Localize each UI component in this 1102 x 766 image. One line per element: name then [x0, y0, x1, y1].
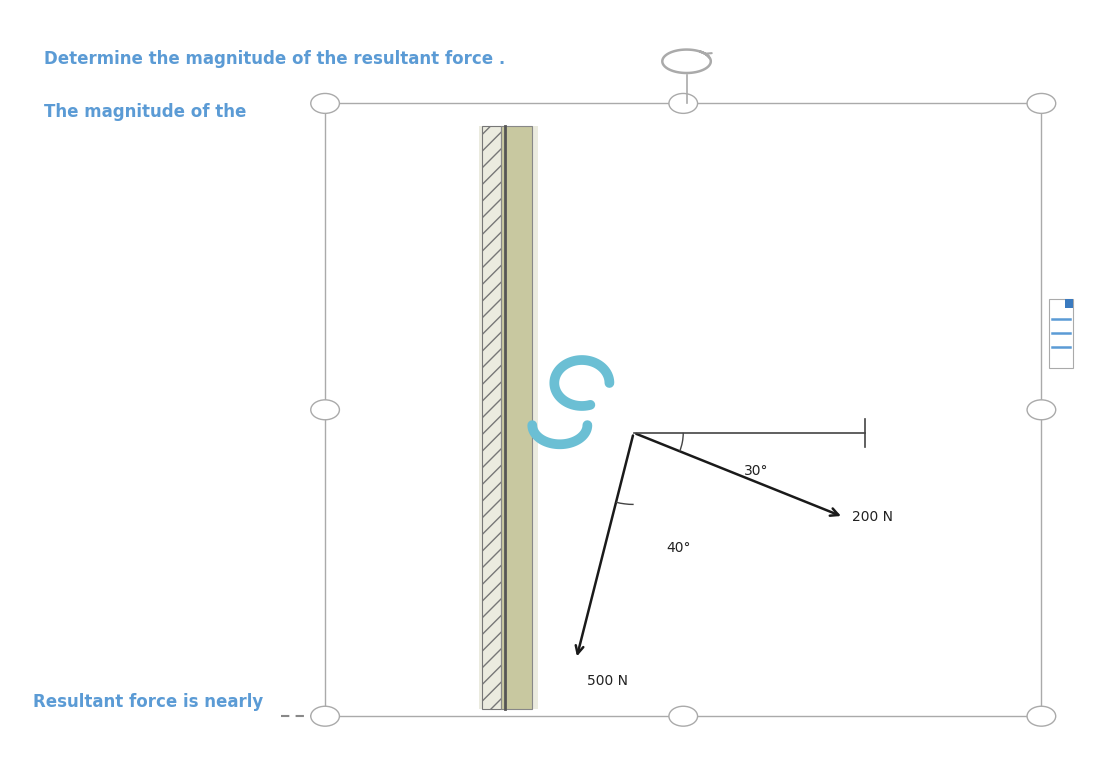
Bar: [501, 126, 532, 709]
Circle shape: [1027, 93, 1056, 113]
Text: Determine the magnitude of the resultant force .: Determine the magnitude of the resultant…: [44, 50, 506, 67]
Circle shape: [311, 93, 339, 113]
Text: 200 N: 200 N: [853, 510, 894, 524]
Bar: [325, 103, 1041, 716]
Circle shape: [311, 706, 339, 726]
Bar: [1049, 299, 1073, 368]
Circle shape: [1027, 400, 1056, 420]
Bar: [482, 126, 501, 709]
Text: Resultant force is nearly: Resultant force is nearly: [33, 693, 263, 712]
Text: 30°: 30°: [744, 464, 768, 478]
Circle shape: [669, 706, 698, 726]
Circle shape: [1027, 706, 1056, 726]
Bar: [1065, 299, 1073, 308]
Circle shape: [669, 93, 698, 113]
Text: 40°: 40°: [667, 541, 691, 555]
Bar: [479, 126, 538, 709]
Text: The magnitude of the: The magnitude of the: [44, 103, 247, 121]
Circle shape: [311, 400, 339, 420]
Text: 500 N: 500 N: [587, 674, 628, 689]
